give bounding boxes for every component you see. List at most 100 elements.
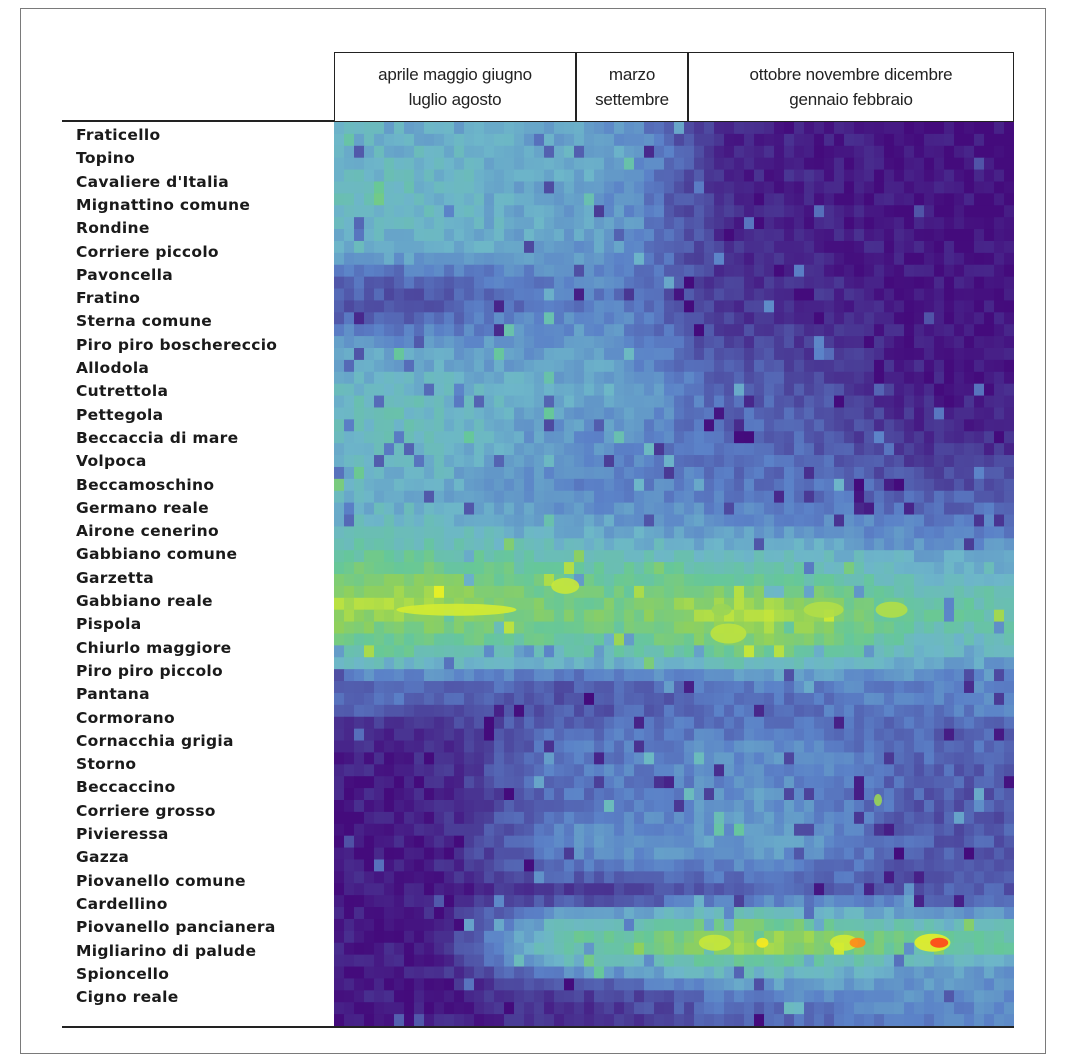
heatmap-cell	[994, 657, 1005, 670]
heatmap-cell	[444, 918, 455, 932]
heatmap-cell	[604, 205, 615, 218]
heatmap-cell	[494, 788, 505, 801]
heatmap-cell	[704, 157, 715, 171]
heatmap-cell	[844, 764, 855, 777]
heatmap-cell	[604, 764, 615, 777]
heatmap-cell	[414, 918, 425, 932]
heatmap-cell	[494, 514, 505, 528]
heatmap-cell	[334, 859, 345, 872]
heatmap-cell	[334, 312, 345, 325]
heatmap-cell	[534, 395, 545, 409]
heatmap-cell	[914, 490, 925, 504]
heatmap-cell	[734, 395, 745, 409]
heatmap-cell	[474, 692, 485, 706]
heatmap-cell	[934, 704, 945, 718]
heatmap-cell	[484, 359, 495, 373]
heatmap-cell	[764, 229, 775, 242]
heatmap-cell	[444, 704, 455, 718]
heatmap-cell	[404, 193, 415, 206]
heatmap-cell	[334, 407, 345, 420]
heatmap-cell	[474, 597, 485, 611]
heatmap-cell	[334, 562, 345, 575]
heatmap-cell	[594, 740, 605, 754]
heatmap-cell	[984, 252, 995, 266]
heatmap-cell	[444, 788, 455, 801]
heatmap-cell	[674, 752, 685, 765]
heatmap-cell	[454, 371, 465, 385]
heatmap-cell	[484, 348, 495, 361]
heatmap-cell	[794, 264, 805, 278]
heatmap-cell	[844, 383, 855, 397]
heatmap-cell	[874, 835, 885, 849]
heatmap-cell	[804, 942, 815, 956]
heatmap-cell	[594, 633, 605, 646]
heatmap-cell	[544, 835, 555, 849]
heatmap-cell	[394, 609, 405, 623]
heatmap-cell	[654, 181, 665, 194]
heatmap-cell	[424, 895, 435, 908]
heatmap-cell	[584, 918, 595, 932]
heatmap-cell	[764, 383, 775, 397]
heatmap-cell	[374, 122, 385, 135]
heatmap-cell	[774, 728, 785, 742]
heatmap-cell	[734, 383, 745, 397]
heatmap-cell	[944, 895, 955, 908]
heatmap-cell	[974, 490, 985, 504]
heatmap-cell	[604, 490, 615, 504]
heatmap-cell	[984, 466, 995, 480]
heatmap-cell	[624, 752, 635, 765]
heatmap-cell	[854, 455, 865, 468]
heatmap-cell	[644, 728, 655, 742]
heatmap-cell	[664, 312, 675, 325]
heatmap-cell	[424, 740, 435, 754]
heatmap-cell	[684, 740, 695, 754]
heatmap-cell	[444, 205, 455, 218]
heatmap-cell	[684, 883, 695, 896]
heatmap-cell	[624, 122, 635, 135]
heatmap-cell	[464, 811, 475, 825]
heatmap-cell	[504, 752, 515, 765]
heatmap-cell	[914, 823, 925, 837]
heatmap-cell	[704, 371, 715, 385]
heatmap-cell	[564, 835, 575, 849]
heatmap-cell	[704, 609, 715, 623]
heatmap-cell	[934, 669, 945, 682]
heatmap-cell	[504, 252, 515, 266]
heatmap-cell	[424, 859, 435, 872]
heatmap-cell	[984, 443, 995, 456]
heatmap-cell	[914, 395, 925, 409]
heatmap-cell	[514, 526, 525, 539]
heatmap-cell	[674, 740, 685, 754]
heatmap-cell	[414, 264, 425, 278]
heatmap-cell	[594, 692, 605, 706]
heatmap-cell	[804, 883, 815, 896]
heatmap-cell	[514, 336, 525, 349]
heatmap-cell	[754, 145, 765, 159]
heatmap-cell	[854, 871, 865, 884]
heatmap-cell	[964, 514, 975, 528]
heatmap-cell	[394, 502, 405, 516]
heatmap-cell	[484, 502, 495, 516]
heatmap-cell	[524, 217, 535, 230]
heatmap-cell	[794, 859, 805, 872]
heatmap-cell	[1004, 229, 1014, 242]
heatmap-cell	[524, 562, 535, 575]
heatmap-cell	[974, 633, 985, 646]
heatmap-cell	[704, 918, 715, 932]
heatmap-cell	[474, 217, 485, 230]
heatmap-cell	[394, 788, 405, 801]
heatmap-cell	[584, 764, 595, 777]
heatmap-cell	[844, 466, 855, 480]
heatmap-cell	[654, 443, 665, 456]
heatmap-cell	[564, 669, 575, 682]
heatmap-cell	[474, 122, 485, 135]
heatmap-cell	[354, 359, 365, 373]
heatmap-cell	[564, 752, 575, 765]
heatmap-cell	[894, 692, 905, 706]
heatmap-cell	[644, 550, 655, 563]
heatmap-cell	[534, 681, 545, 694]
heatmap-cell	[664, 229, 675, 242]
heatmap-cell	[374, 502, 385, 516]
heatmap-cell	[504, 966, 515, 980]
heatmap-cell	[384, 145, 395, 159]
